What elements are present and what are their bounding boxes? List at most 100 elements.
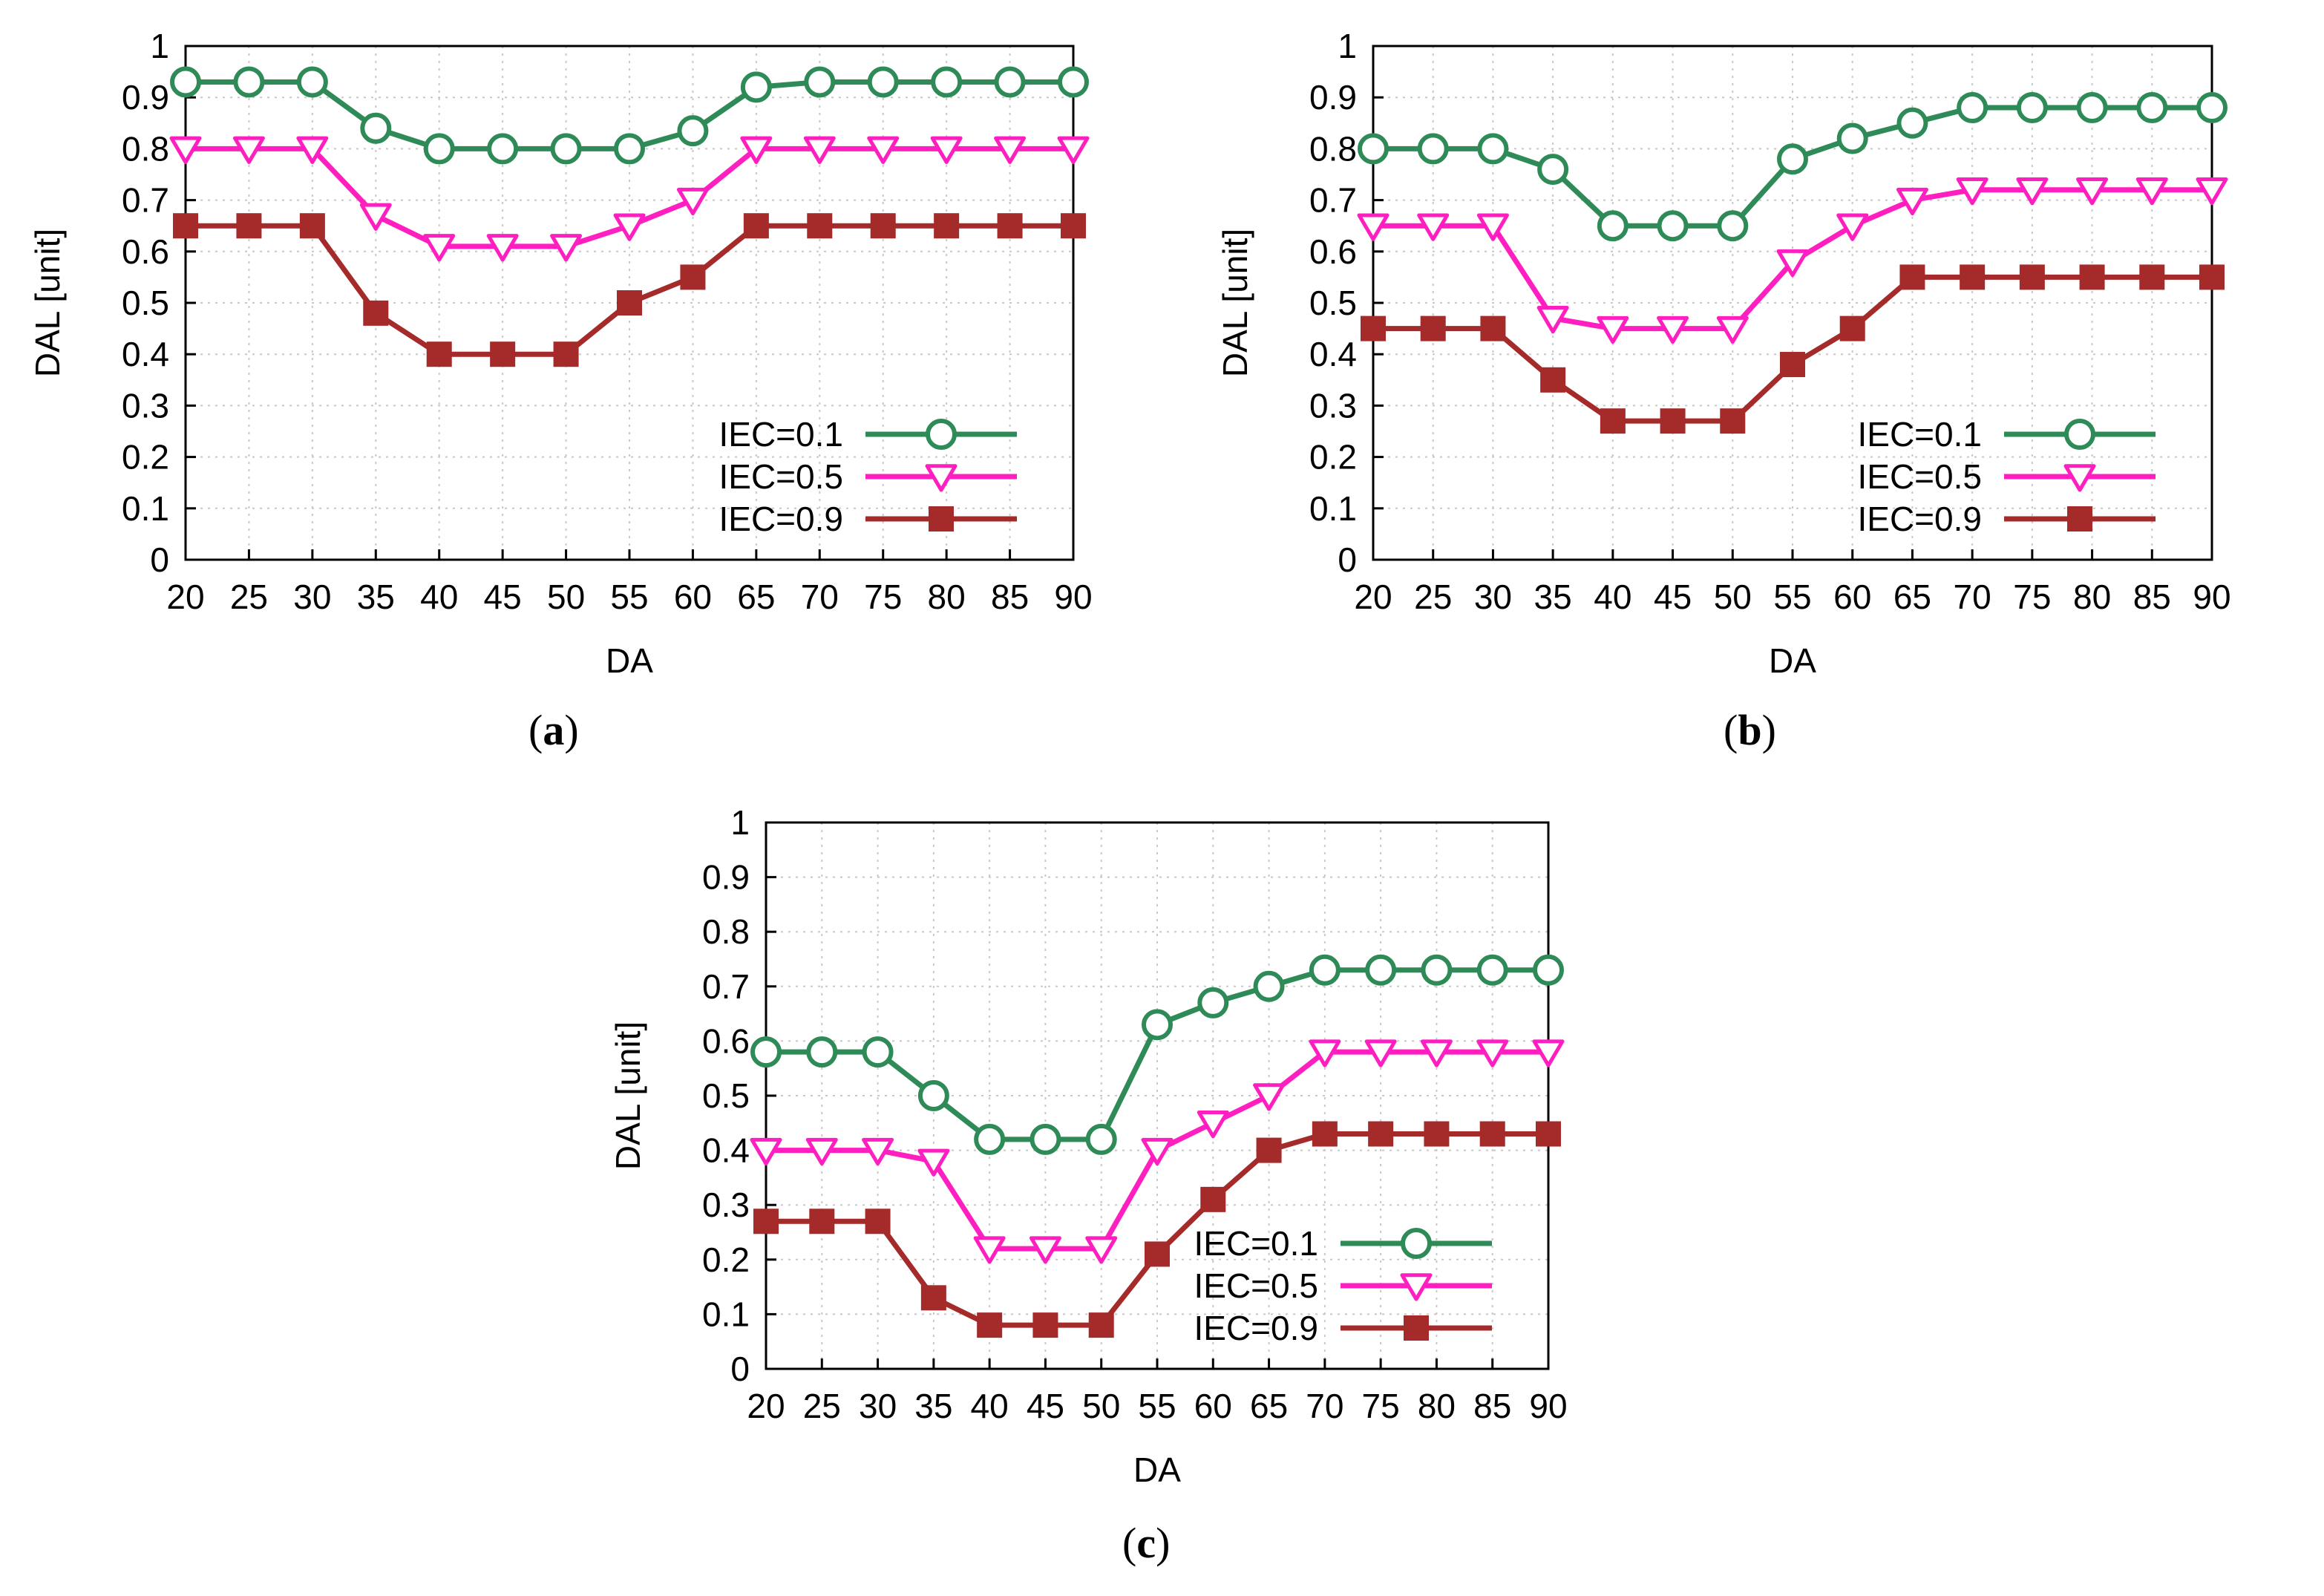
x-tick-label: 35 xyxy=(914,1387,952,1425)
x-tick-label: 40 xyxy=(971,1387,1009,1425)
x-axis-title: DA xyxy=(1133,1451,1181,1489)
data-point xyxy=(1364,1039,1397,1067)
y-tick-label: 0.6 xyxy=(702,1021,750,1060)
data-point xyxy=(1253,970,1285,1002)
data-point xyxy=(2199,264,2225,290)
data-point xyxy=(1479,1121,1505,1147)
data-point xyxy=(487,133,519,165)
legend-label: IEC=0.5 xyxy=(1858,457,1983,496)
data-point xyxy=(807,213,833,239)
legend-marker xyxy=(2067,506,2092,532)
data-point xyxy=(1716,315,1749,344)
data-point xyxy=(173,213,198,239)
data-point xyxy=(1365,954,1397,986)
legend-marker xyxy=(926,419,957,450)
data-point xyxy=(862,1036,894,1068)
data-point xyxy=(803,136,836,164)
x-tick-label: 75 xyxy=(2013,578,2051,616)
x-tick-label: 30 xyxy=(859,1387,897,1425)
x-tick-label: 75 xyxy=(1362,1387,1400,1425)
x-tick-label: 40 xyxy=(420,578,458,616)
x-tick-label: 70 xyxy=(1954,578,1991,616)
x-tick-label: 90 xyxy=(1054,578,1092,616)
data-point xyxy=(296,66,328,98)
data-point xyxy=(1657,210,1689,242)
x-tick-label: 80 xyxy=(1418,1387,1456,1425)
data-point xyxy=(750,1137,782,1166)
x-tick-label: 25 xyxy=(803,1387,841,1425)
y-tick-label: 0.1 xyxy=(122,489,169,528)
data-point xyxy=(1032,1312,1058,1338)
x-tick-label: 50 xyxy=(547,578,585,616)
x-tick-label: 50 xyxy=(1082,1387,1120,1425)
data-point xyxy=(2135,177,2168,206)
data-point xyxy=(1780,352,1805,378)
data-point xyxy=(2139,264,2165,290)
data-point xyxy=(1309,1039,1341,1067)
series-IEC=0.9 xyxy=(753,1121,1561,1338)
data-point xyxy=(1061,213,1086,239)
data-point xyxy=(1312,1121,1338,1147)
data-point xyxy=(867,66,899,98)
data-point xyxy=(1533,954,1564,986)
legend-label: IEC=0.9 xyxy=(1194,1309,1319,1347)
data-point xyxy=(490,341,516,367)
data-point xyxy=(169,136,202,164)
data-point xyxy=(1420,315,1446,341)
tick-labels: 0 0.1 0.2 0.3 0.4 0.5 0.6 0.7 0.8 0.9 1 20 25 30 35 40 4… xyxy=(122,27,1093,616)
data-point xyxy=(1960,264,1986,290)
x-tick-label: 65 xyxy=(737,578,775,616)
data-point xyxy=(170,66,201,98)
y-axis-title: DAL [unit] xyxy=(609,1021,647,1170)
data-point xyxy=(1142,1009,1173,1041)
data-point xyxy=(299,213,325,239)
legend-marker xyxy=(2063,464,2096,492)
data-point xyxy=(806,1036,838,1068)
legend-marker xyxy=(1401,1228,1432,1259)
legend-marker xyxy=(925,464,958,492)
data-point xyxy=(870,213,896,239)
data-point xyxy=(1309,954,1341,986)
legend-label: IEC=0.1 xyxy=(719,415,844,454)
y-tick-label: 0.7 xyxy=(122,181,169,220)
y-tick-label: 0.8 xyxy=(122,129,169,168)
y-tick-label: 0.1 xyxy=(702,1295,750,1333)
data-point xyxy=(1776,249,1809,278)
data-point xyxy=(1896,107,1928,139)
y-tick-label: 0 xyxy=(1338,540,1357,579)
data-point xyxy=(1532,1039,1565,1067)
y-tick-label: 0.8 xyxy=(1309,129,1357,168)
x-tick-label: 85 xyxy=(991,578,1029,616)
data-point xyxy=(1896,187,1928,216)
series-IEC=0.5 xyxy=(1357,177,2228,344)
data-point xyxy=(917,1148,950,1177)
data-point xyxy=(550,133,582,165)
data-point xyxy=(233,66,265,98)
data-point xyxy=(677,115,709,147)
data-point xyxy=(1417,213,1450,241)
data-point xyxy=(296,136,329,164)
data-point xyxy=(750,1036,782,1068)
data-point xyxy=(1256,1137,1282,1163)
data-point xyxy=(865,1209,891,1234)
data-point xyxy=(994,136,1027,164)
y-tick-label: 0 xyxy=(730,1350,750,1388)
y-tick-label: 0.6 xyxy=(122,232,169,271)
data-point xyxy=(613,213,646,241)
x-tick-label: 45 xyxy=(1654,578,1692,616)
panel-label-b: (b) xyxy=(1724,706,1776,754)
x-tick-label: 60 xyxy=(1194,1387,1232,1425)
data-point xyxy=(1057,136,1090,164)
data-point xyxy=(974,1123,1006,1155)
x-tick-label: 25 xyxy=(230,578,268,616)
x-tick-label: 70 xyxy=(1306,1387,1343,1425)
data-point xyxy=(1476,1039,1509,1067)
data-point xyxy=(1956,177,1989,206)
x-tick-label: 45 xyxy=(484,578,522,616)
data-point xyxy=(1777,143,1808,175)
data-point xyxy=(1058,66,1089,98)
data-point xyxy=(1717,210,1749,242)
data-point xyxy=(553,341,579,367)
